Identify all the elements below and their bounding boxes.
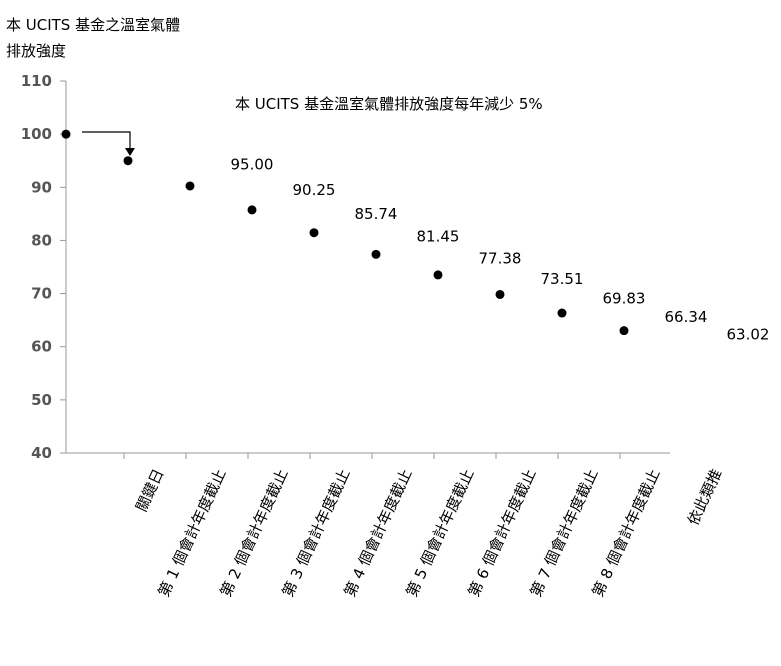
y-tick-label: 60 (31, 338, 52, 356)
y-tick-label: 80 (31, 231, 52, 249)
data-label: 85.74 (355, 205, 398, 223)
point (185, 181, 195, 191)
data-label: 95.00 (231, 156, 274, 174)
x-tick-label: 第 8 個會計年度截止 (589, 466, 664, 600)
point (433, 270, 443, 280)
arrow-head (125, 148, 135, 156)
point (123, 156, 133, 166)
point (247, 205, 257, 215)
point (371, 249, 381, 259)
point (557, 308, 567, 318)
x-tick-label: 第 1 個會計年度截止 (155, 466, 230, 600)
chart-title: 本 UCITS 基金之溫室氣體 (6, 16, 180, 34)
x-tick-label: 第 3 個會計年度截止 (279, 466, 354, 600)
data-label: 73.51 (541, 270, 584, 288)
data-label: 66.34 (665, 308, 708, 326)
x-tick-label: 第 6 個會計年度截止 (465, 466, 540, 600)
point (309, 228, 319, 238)
point (619, 326, 629, 336)
x-tick-label: 關鍵日 (132, 466, 167, 514)
y-tick-label: 100 (21, 125, 52, 143)
arrow (82, 131, 131, 150)
x-tick-label: 第 4 個會計年度截止 (341, 466, 416, 600)
data-label: 90.25 (293, 181, 336, 199)
x-tick-label: 依此類推 (684, 466, 726, 528)
y-tick-label: 40 (31, 444, 52, 462)
data-label: 63.02 (727, 326, 770, 344)
y-tick-label: 50 (31, 391, 52, 409)
y-tick-label: 110 (21, 72, 52, 90)
annotation: 本 UCITS 基金溫室氣體排放強度每年減少 5% (235, 95, 543, 113)
point (495, 289, 505, 299)
data-label: 81.45 (417, 228, 460, 246)
x-tick-label: 第 7 個會計年度截止 (527, 466, 602, 600)
data-label: 77.38 (479, 249, 522, 267)
data-label: 69.83 (603, 289, 646, 307)
y-tick-label: 90 (31, 178, 52, 196)
chart-title: 排放強度 (6, 42, 66, 60)
x-tick-label: 第 2 個會計年度截止 (217, 466, 292, 600)
x-tick-label: 第 5 個會計年度截止 (403, 466, 478, 600)
y-tick-label: 70 (31, 285, 52, 303)
point (61, 129, 71, 139)
